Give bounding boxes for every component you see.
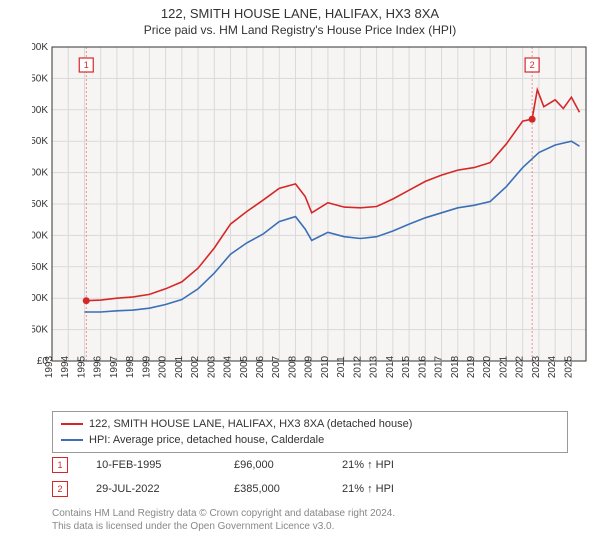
svg-text:2007: 2007 (271, 355, 282, 378)
svg-text:1993: 1993 (44, 355, 55, 378)
svg-text:2019: 2019 (466, 355, 477, 378)
svg-text:2009: 2009 (304, 355, 315, 378)
svg-text:1994: 1994 (60, 355, 71, 378)
event-pct: 21% ↑ HPI (342, 483, 394, 495)
svg-text:2004: 2004 (223, 355, 234, 378)
event-row: 1 10-FEB-1995 £96,000 21% ↑ HPI (52, 453, 568, 477)
svg-text:£400K: £400K (32, 105, 48, 116)
svg-text:£200K: £200K (32, 230, 48, 241)
legend-swatch (61, 439, 83, 441)
legend-label: HPI: Average price, detached house, Cald… (89, 432, 324, 448)
svg-text:2015: 2015 (401, 355, 412, 378)
svg-text:2018: 2018 (450, 355, 461, 378)
svg-text:2012: 2012 (352, 355, 363, 378)
event-marker: 2 (52, 481, 68, 497)
event-row: 2 29-JUL-2022 £385,000 21% ↑ HPI (52, 477, 568, 501)
svg-text:£300K: £300K (32, 168, 48, 179)
legend-item: HPI: Average price, detached house, Cald… (61, 432, 559, 448)
footnote-line1: Contains HM Land Registry data © Crown c… (52, 508, 395, 519)
svg-text:2021: 2021 (498, 355, 509, 378)
svg-text:1997: 1997 (109, 355, 120, 378)
svg-text:£350K: £350K (32, 136, 48, 147)
legend-item: 122, SMITH HOUSE LANE, HALIFAX, HX3 8XA … (61, 416, 559, 432)
event-price: £385,000 (234, 483, 314, 495)
svg-text:1998: 1998 (125, 355, 136, 378)
event-marker: 1 (52, 457, 68, 473)
event-date: 29-JUL-2022 (96, 483, 206, 495)
svg-text:2010: 2010 (320, 355, 331, 378)
svg-text:2005: 2005 (239, 355, 250, 378)
svg-text:2023: 2023 (531, 355, 542, 378)
svg-text:£500K: £500K (32, 42, 48, 53)
svg-text:2014: 2014 (385, 355, 396, 378)
svg-text:2001: 2001 (174, 355, 185, 378)
svg-text:1996: 1996 (93, 355, 104, 378)
svg-text:2017: 2017 (434, 355, 445, 378)
legend-swatch (61, 423, 83, 425)
svg-text:2008: 2008 (287, 355, 298, 378)
svg-text:1: 1 (84, 60, 89, 70)
svg-text:£150K: £150K (32, 262, 48, 273)
svg-text:1995: 1995 (76, 355, 87, 378)
svg-text:2016: 2016 (417, 355, 428, 378)
svg-text:2020: 2020 (482, 355, 493, 378)
svg-text:2002: 2002 (190, 355, 201, 378)
svg-text:£250K: £250K (32, 199, 48, 210)
svg-text:£50K: £50K (32, 325, 48, 336)
svg-text:2011: 2011 (336, 356, 347, 378)
svg-text:£450K: £450K (32, 73, 48, 84)
chart-title: 122, SMITH HOUSE LANE, HALIFAX, HX3 8XA (0, 0, 600, 21)
event-list: 1 10-FEB-1995 £96,000 21% ↑ HPI 2 29-JUL-2022… (52, 453, 568, 501)
svg-text:2013: 2013 (369, 355, 380, 378)
svg-text:2: 2 (530, 60, 535, 70)
event-pct: 21% ↑ HPI (342, 459, 394, 471)
event-date: 10-FEB-1995 (96, 459, 206, 471)
svg-text:1999: 1999 (141, 355, 152, 378)
line-chart: £0£50K£100K£150K£200K£250K£300K£350K£400… (32, 41, 592, 403)
svg-text:2006: 2006 (255, 355, 266, 378)
svg-text:2000: 2000 (158, 355, 169, 378)
svg-text:2003: 2003 (206, 355, 217, 378)
footnote: Contains HM Land Registry data © Crown c… (52, 501, 568, 533)
event-price: £96,000 (234, 459, 314, 471)
svg-text:£100K: £100K (32, 293, 48, 304)
chart-area: £0£50K£100K£150K£200K£250K£300K£350K£400… (32, 41, 592, 403)
svg-text:2022: 2022 (515, 355, 526, 378)
footnote-line2: This data is licensed under the Open Gov… (52, 521, 334, 532)
legend-label: 122, SMITH HOUSE LANE, HALIFAX, HX3 8XA … (89, 416, 412, 432)
legend: 122, SMITH HOUSE LANE, HALIFAX, HX3 8XA … (52, 411, 568, 453)
svg-text:2024: 2024 (547, 355, 558, 378)
svg-text:2025: 2025 (563, 355, 574, 378)
chart-subtitle: Price paid vs. HM Land Registry's House … (0, 21, 600, 41)
